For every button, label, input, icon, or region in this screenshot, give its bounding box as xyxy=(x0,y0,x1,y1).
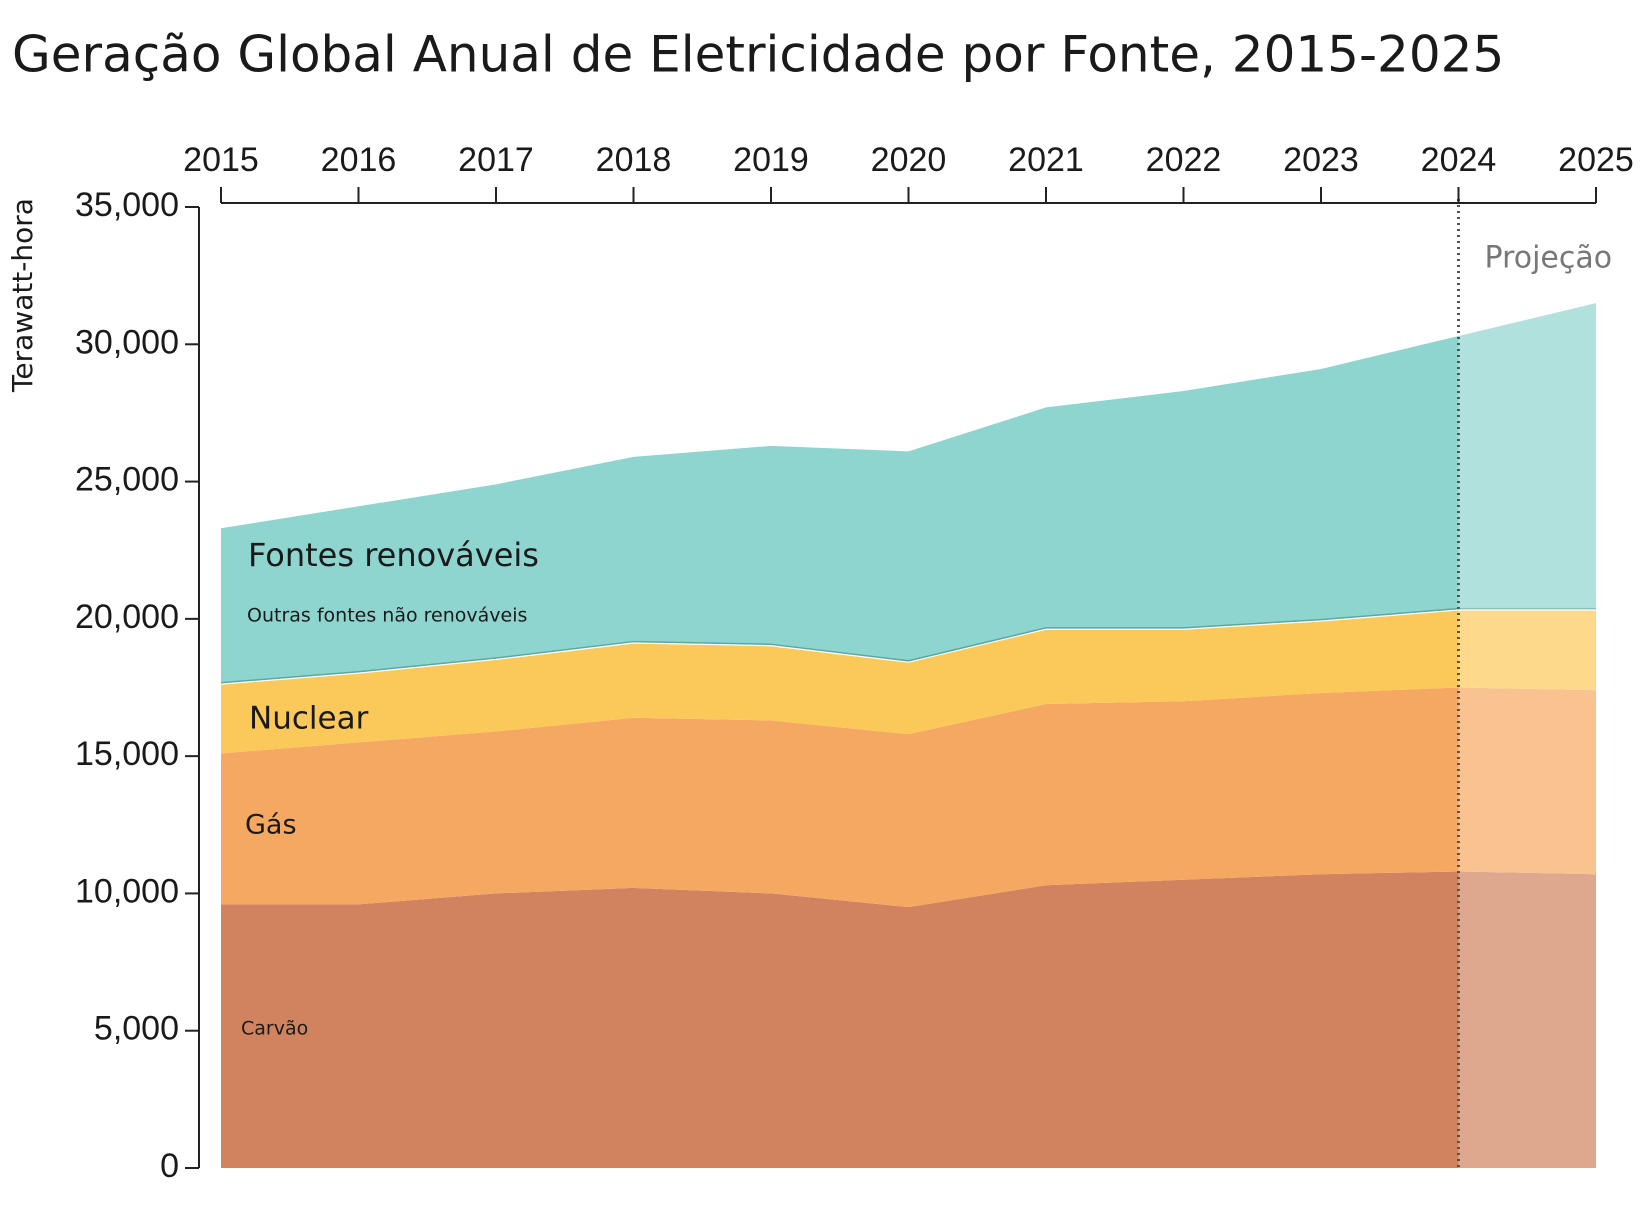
annotation: Projeção xyxy=(1485,241,1613,276)
series-label: Gás xyxy=(245,810,297,841)
x-tick-label: 2020 xyxy=(871,141,947,179)
chart-title: Geração Global Anual de Eletricidade por… xyxy=(12,26,1504,84)
x-tick-label: 2025 xyxy=(1558,141,1634,179)
y-tick-label: 20,000 xyxy=(75,598,179,636)
y-tick-label: 0 xyxy=(160,1147,179,1185)
series-label: Fontes renováveis xyxy=(248,536,539,574)
area xyxy=(221,610,1596,754)
area xyxy=(221,871,1596,1168)
y-tick-label: 35,000 xyxy=(75,186,179,224)
x-tick-label: 2023 xyxy=(1283,141,1359,179)
series-label: Outras fontes não renováveis xyxy=(247,605,527,627)
series-label: Nuclear xyxy=(249,701,369,737)
x-tick-label: 2022 xyxy=(1146,141,1222,179)
series-label: Carvão xyxy=(241,1018,308,1040)
area xyxy=(221,303,1596,683)
x-tick-label: 2016 xyxy=(321,141,397,179)
y-tick-label: 5,000 xyxy=(94,1010,179,1048)
y-tick-label: 30,000 xyxy=(75,323,179,361)
y-tick-label: 25,000 xyxy=(75,461,179,499)
x-tick-label: 2021 xyxy=(1008,141,1084,179)
x-tick-label: 2017 xyxy=(458,141,534,179)
projection-shade xyxy=(1458,197,1597,1170)
area xyxy=(221,687,1596,908)
x-tick-label: 2018 xyxy=(596,141,672,179)
y-tick-label: 10,000 xyxy=(75,872,179,910)
x-tick-label: 2024 xyxy=(1421,141,1497,179)
y-axis-label: Terawatt-hora xyxy=(6,198,39,393)
x-tick-label: 2019 xyxy=(733,141,809,179)
y-tick-label: 15,000 xyxy=(75,735,179,773)
x-tick-label: 2015 xyxy=(183,141,259,179)
